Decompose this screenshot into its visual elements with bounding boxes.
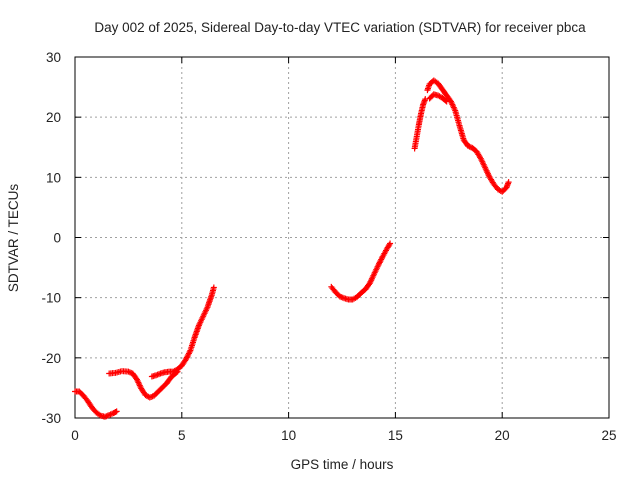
chart-title: Day 002 of 2025, Sidereal Day-to-day VTE… xyxy=(94,20,586,35)
x-tick-label: 0 xyxy=(71,428,79,443)
x-tick-label: 25 xyxy=(601,428,616,443)
data-point xyxy=(210,284,217,291)
data-point xyxy=(443,98,450,105)
y-tick-label: 20 xyxy=(46,110,61,125)
data-point xyxy=(112,408,119,415)
data-point xyxy=(442,97,449,104)
axis-ticks: 0 5 10 15 20 25 30 20 10 0 -10 -20 -30 xyxy=(41,50,616,443)
y-tick-label: 30 xyxy=(46,50,61,65)
x-axis-label: GPS time / hours xyxy=(291,457,394,472)
x-tick-label: 10 xyxy=(281,428,296,443)
y-tick-label: 10 xyxy=(46,170,61,185)
y-axis-label: SDTVAR / TECUs xyxy=(6,184,21,293)
data-point xyxy=(386,241,393,248)
y-tick-label: -30 xyxy=(41,411,61,426)
x-tick-label: 15 xyxy=(388,428,403,443)
grid-lines xyxy=(75,57,609,418)
x-tick-label: 20 xyxy=(495,428,510,443)
data-point xyxy=(422,96,429,103)
data-point xyxy=(113,408,120,415)
y-tick-label: 0 xyxy=(53,231,61,246)
data-point xyxy=(387,240,394,247)
data-point xyxy=(505,179,512,186)
x-tick-label: 5 xyxy=(178,428,186,443)
y-tick-label: -10 xyxy=(41,291,61,306)
y-tick-label: -20 xyxy=(41,351,61,366)
data-points xyxy=(72,77,512,420)
